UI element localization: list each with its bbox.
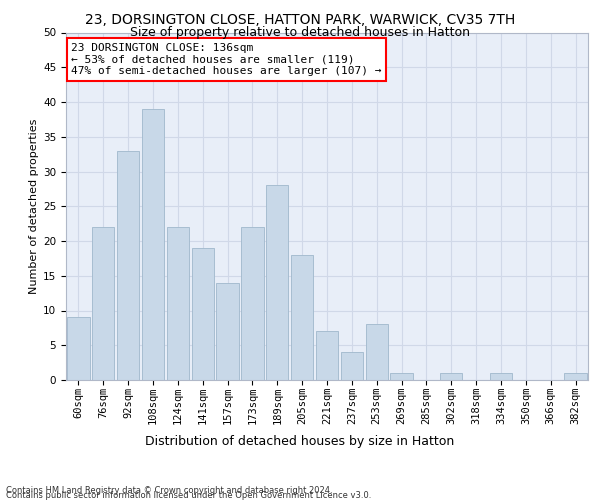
Bar	[142, 109, 164, 380]
Bar	[316, 332, 338, 380]
Bar	[365, 324, 388, 380]
Bar	[565, 373, 587, 380]
Bar	[490, 373, 512, 380]
Bar	[341, 352, 363, 380]
Bar	[291, 255, 313, 380]
Bar	[440, 373, 463, 380]
Text: 23, DORSINGTON CLOSE, HATTON PARK, WARWICK, CV35 7TH: 23, DORSINGTON CLOSE, HATTON PARK, WARWI…	[85, 12, 515, 26]
Bar	[67, 318, 89, 380]
Y-axis label: Number of detached properties: Number of detached properties	[29, 118, 39, 294]
Bar	[391, 373, 413, 380]
Bar	[92, 227, 115, 380]
Bar	[167, 227, 189, 380]
Bar	[191, 248, 214, 380]
Bar	[241, 227, 263, 380]
Bar	[266, 186, 289, 380]
Bar	[217, 282, 239, 380]
Text: 23 DORSINGTON CLOSE: 136sqm
← 53% of detached houses are smaller (119)
47% of se: 23 DORSINGTON CLOSE: 136sqm ← 53% of det…	[71, 43, 382, 76]
Text: Contains HM Land Registry data © Crown copyright and database right 2024.: Contains HM Land Registry data © Crown c…	[6, 486, 332, 495]
Text: Distribution of detached houses by size in Hatton: Distribution of detached houses by size …	[145, 435, 455, 448]
Text: Size of property relative to detached houses in Hatton: Size of property relative to detached ho…	[130, 26, 470, 39]
Bar	[117, 150, 139, 380]
Text: Contains public sector information licensed under the Open Government Licence v3: Contains public sector information licen…	[6, 491, 371, 500]
